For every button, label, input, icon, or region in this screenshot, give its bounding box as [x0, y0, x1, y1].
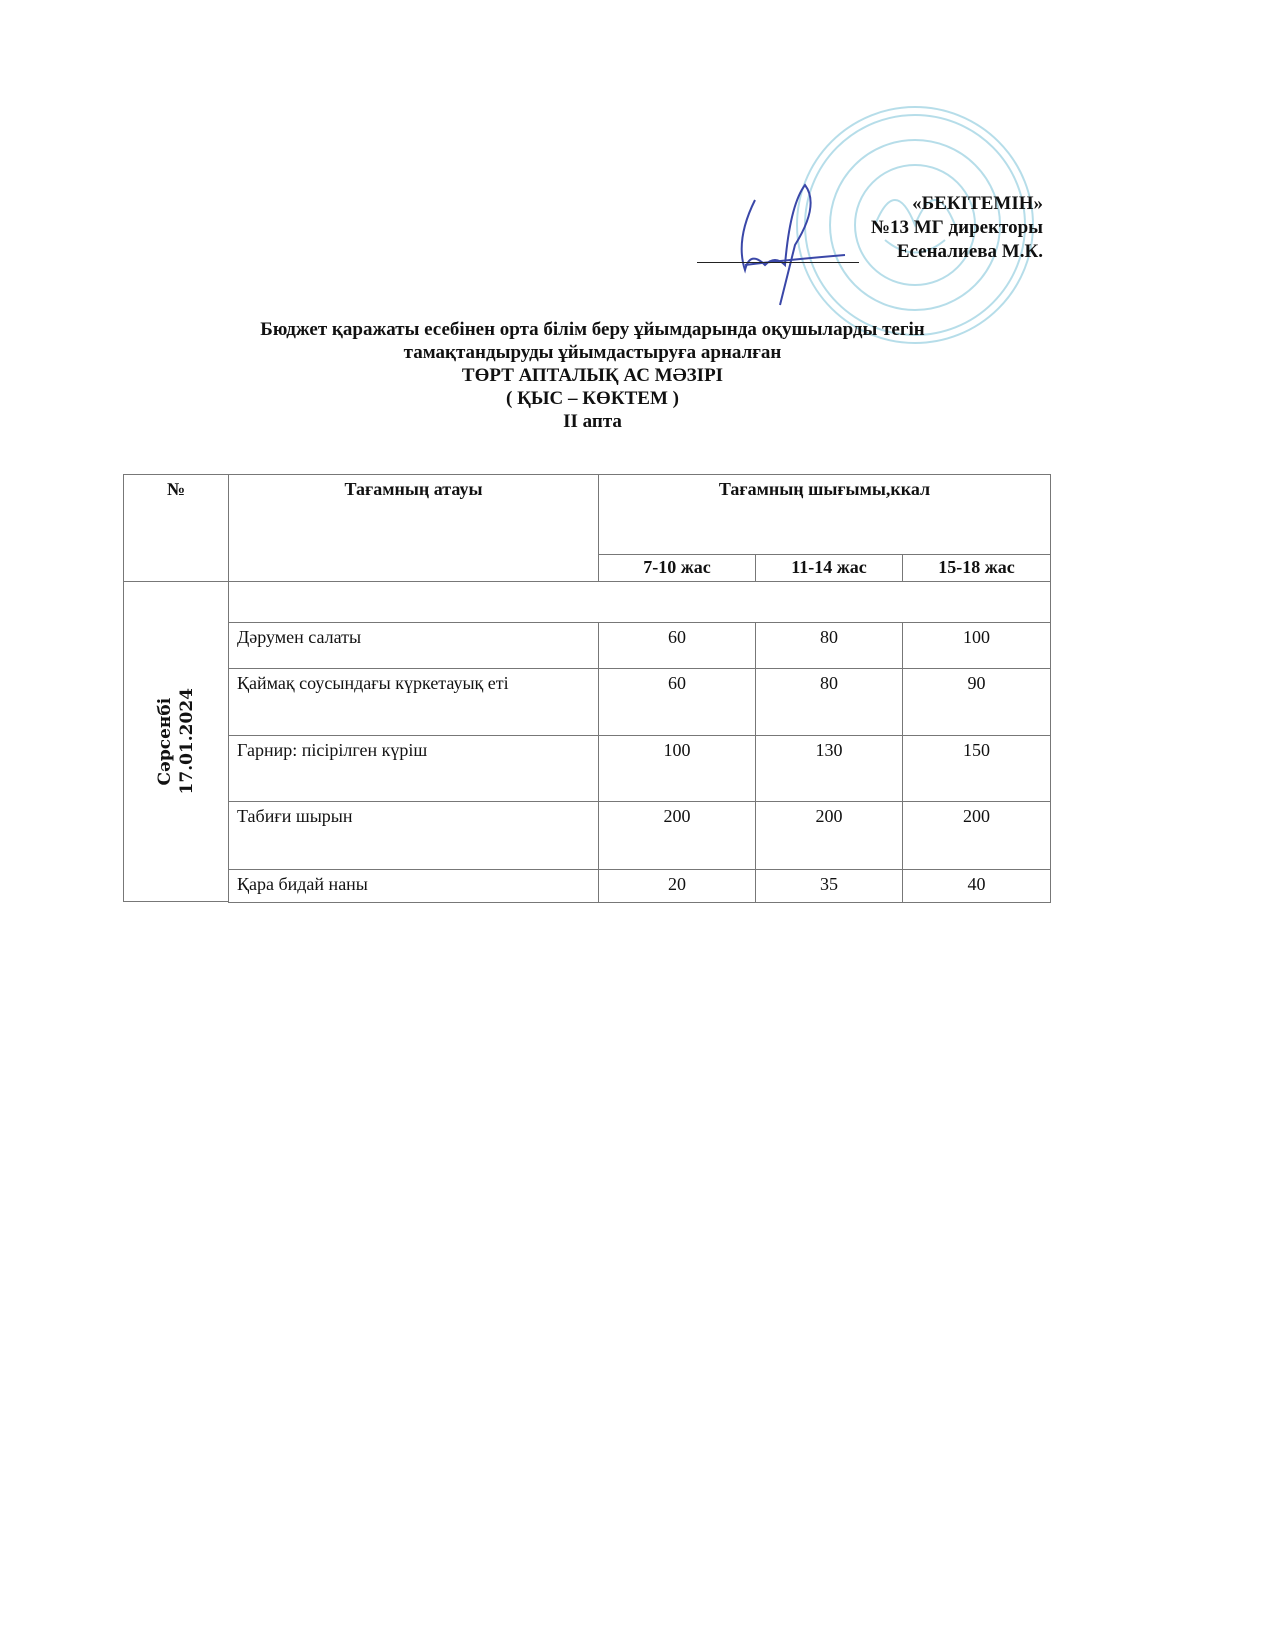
title-line-5: ІІ апта — [563, 411, 622, 432]
dish-kcal: 150 — [902, 735, 1051, 802]
dish-name: Қара бидай наны — [228, 869, 599, 903]
title-line-3: ТӨРТ АПТАЛЫҚ АС МӘЗІРІ — [461, 365, 724, 386]
dish-name: Табиғи шырын — [228, 801, 599, 870]
dish-kcal: 90 — [902, 668, 1051, 736]
dish-kcal: 20 — [598, 869, 756, 903]
approval-position: №13 МГ директоры — [870, 217, 1043, 238]
dish-name: Дәрумен салаты — [228, 622, 599, 669]
header-name: Тағамның атауы — [228, 474, 599, 582]
header-age-7-10: 7-10 жас — [598, 554, 756, 582]
dish-kcal: 200 — [902, 801, 1051, 870]
day-cell: Сәрсенбі 17.01.2024 — [123, 581, 229, 902]
title-line-4: ( ҚЫС – КӨКТЕМ ) — [506, 388, 679, 409]
dish-kcal: 80 — [755, 668, 903, 736]
day-weekday: Сәрсенбі — [155, 697, 175, 786]
dish-kcal: 200 — [598, 801, 756, 870]
dish-kcal: 35 — [755, 869, 903, 903]
header-number: № — [123, 474, 229, 582]
approval-block: «БЕКІТЕМІН» №13 МГ директоры Есеналиева … — [871, 192, 1043, 264]
empty-row — [228, 581, 1051, 623]
dish-kcal: 100 — [902, 622, 1051, 669]
signature — [740, 183, 846, 306]
day-date: 17.01.2024 — [177, 688, 197, 795]
dish-kcal: 40 — [902, 869, 1051, 903]
header-yield: Тағамның шығымы,ккал — [598, 474, 1051, 555]
header-age-11-14: 11-14 жас — [755, 554, 903, 582]
header-age-15-18: 15-18 жас — [902, 554, 1051, 582]
day-label: Сәрсенбі 17.01.2024 — [154, 688, 198, 794]
dish-kcal: 130 — [755, 735, 903, 802]
title-line-1: Бюджет қаражаты есебінен орта білім беру… — [260, 319, 925, 340]
dish-name: Қаймақ соусындағы күркетауық еті — [228, 668, 599, 736]
approval-label: «БЕКІТЕМІН» — [912, 193, 1043, 214]
dish-kcal: 100 — [598, 735, 756, 802]
dish-kcal: 60 — [598, 668, 756, 736]
approval-name: Есеналиева М.К. — [896, 241, 1043, 262]
official-stamp — [796, 106, 1034, 344]
dish-kcal: 80 — [755, 622, 903, 669]
signature-line — [697, 262, 859, 263]
dish-name: Гарнир: пісірілген күріш — [228, 735, 599, 802]
dish-kcal: 60 — [598, 622, 756, 669]
document-title: Бюджет қаражаты есебінен орта білім беру… — [0, 318, 1275, 433]
title-line-2: тамақтандыруды ұйымдастыруға арналған — [403, 342, 782, 363]
dish-kcal: 200 — [755, 801, 903, 870]
